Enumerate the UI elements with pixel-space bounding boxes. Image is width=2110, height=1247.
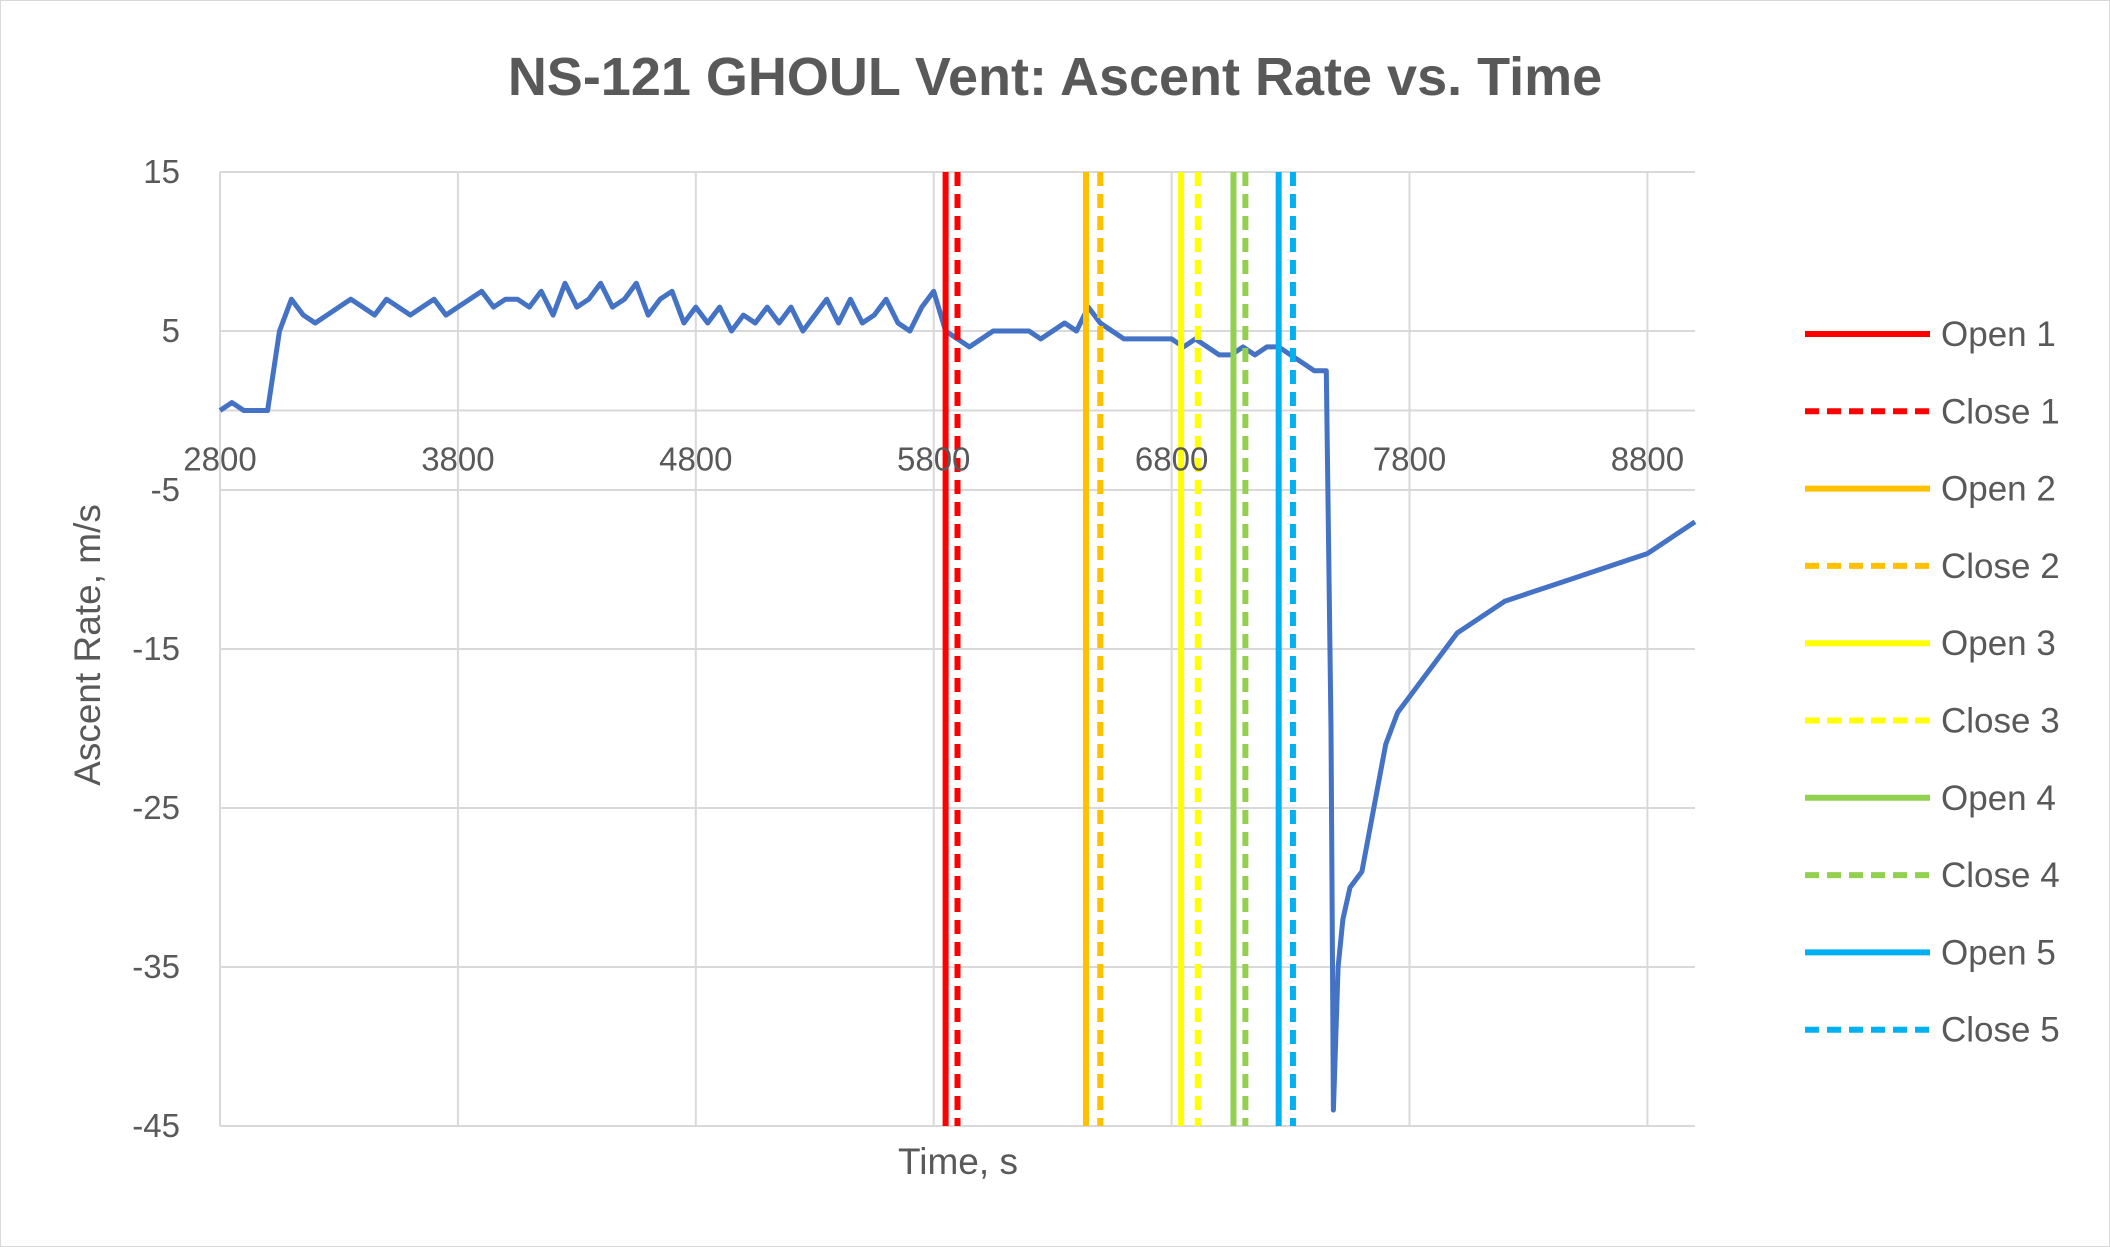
legend-label-open-2: Open 2 xyxy=(1941,470,2056,509)
chart-title: NS-121 GHOUL Vent: Ascent Rate vs. Time xyxy=(508,47,1602,107)
y-tick-label: 15 xyxy=(143,153,180,190)
series-line-ascent-rate xyxy=(218,280,1697,1113)
y-tick-label: 5 xyxy=(162,312,180,349)
x-tick-label: 7800 xyxy=(1373,441,1446,478)
y-tick-label: -45 xyxy=(132,1107,180,1144)
x-tick-label: 3800 xyxy=(421,441,494,478)
y-axis-title: Ascent Rate, m/s xyxy=(67,504,108,786)
legend-label-open-3: Open 3 xyxy=(1941,624,2056,663)
x-tick-label: 5800 xyxy=(897,441,970,478)
y-tick-label: -25 xyxy=(132,789,180,826)
y-tick-label: -35 xyxy=(132,948,180,985)
tick-labels: 2800 3800 4800 5800 6800 7800 8800 15 5 -5 -15 -25 -… xyxy=(132,153,1684,1144)
legend-label-open-4: Open 4 xyxy=(1941,779,2056,818)
legend-label-close-1: Close 1 xyxy=(1941,392,2060,431)
legend-label-open-1: Open 1 xyxy=(1941,315,2056,354)
x-tick-label: 4800 xyxy=(659,441,732,478)
x-tick-label: 8800 xyxy=(1611,441,1684,478)
legend: Open 1 Close 1 Open 2 Close 2 Open 3 Close 3 O… xyxy=(1805,315,2060,1050)
vent-lines xyxy=(942,172,1296,1126)
x-axis-title: Time, s xyxy=(898,1141,1018,1182)
gridlines xyxy=(219,171,1695,1127)
legend-label-close-4: Close 4 xyxy=(1941,856,2060,895)
y-tick-label: -15 xyxy=(132,630,180,667)
x-tick-label: 6800 xyxy=(1135,441,1208,478)
x-tick-label: 2800 xyxy=(183,441,256,478)
legend-label-close-2: Close 2 xyxy=(1941,547,2060,586)
legend-label-close-3: Close 3 xyxy=(1941,702,2060,741)
legend-label-open-5: Open 5 xyxy=(1941,933,2056,972)
series-layer xyxy=(218,280,1697,1113)
legend-label-close-5: Close 5 xyxy=(1941,1011,2060,1050)
y-tick-label: -5 xyxy=(151,471,180,508)
